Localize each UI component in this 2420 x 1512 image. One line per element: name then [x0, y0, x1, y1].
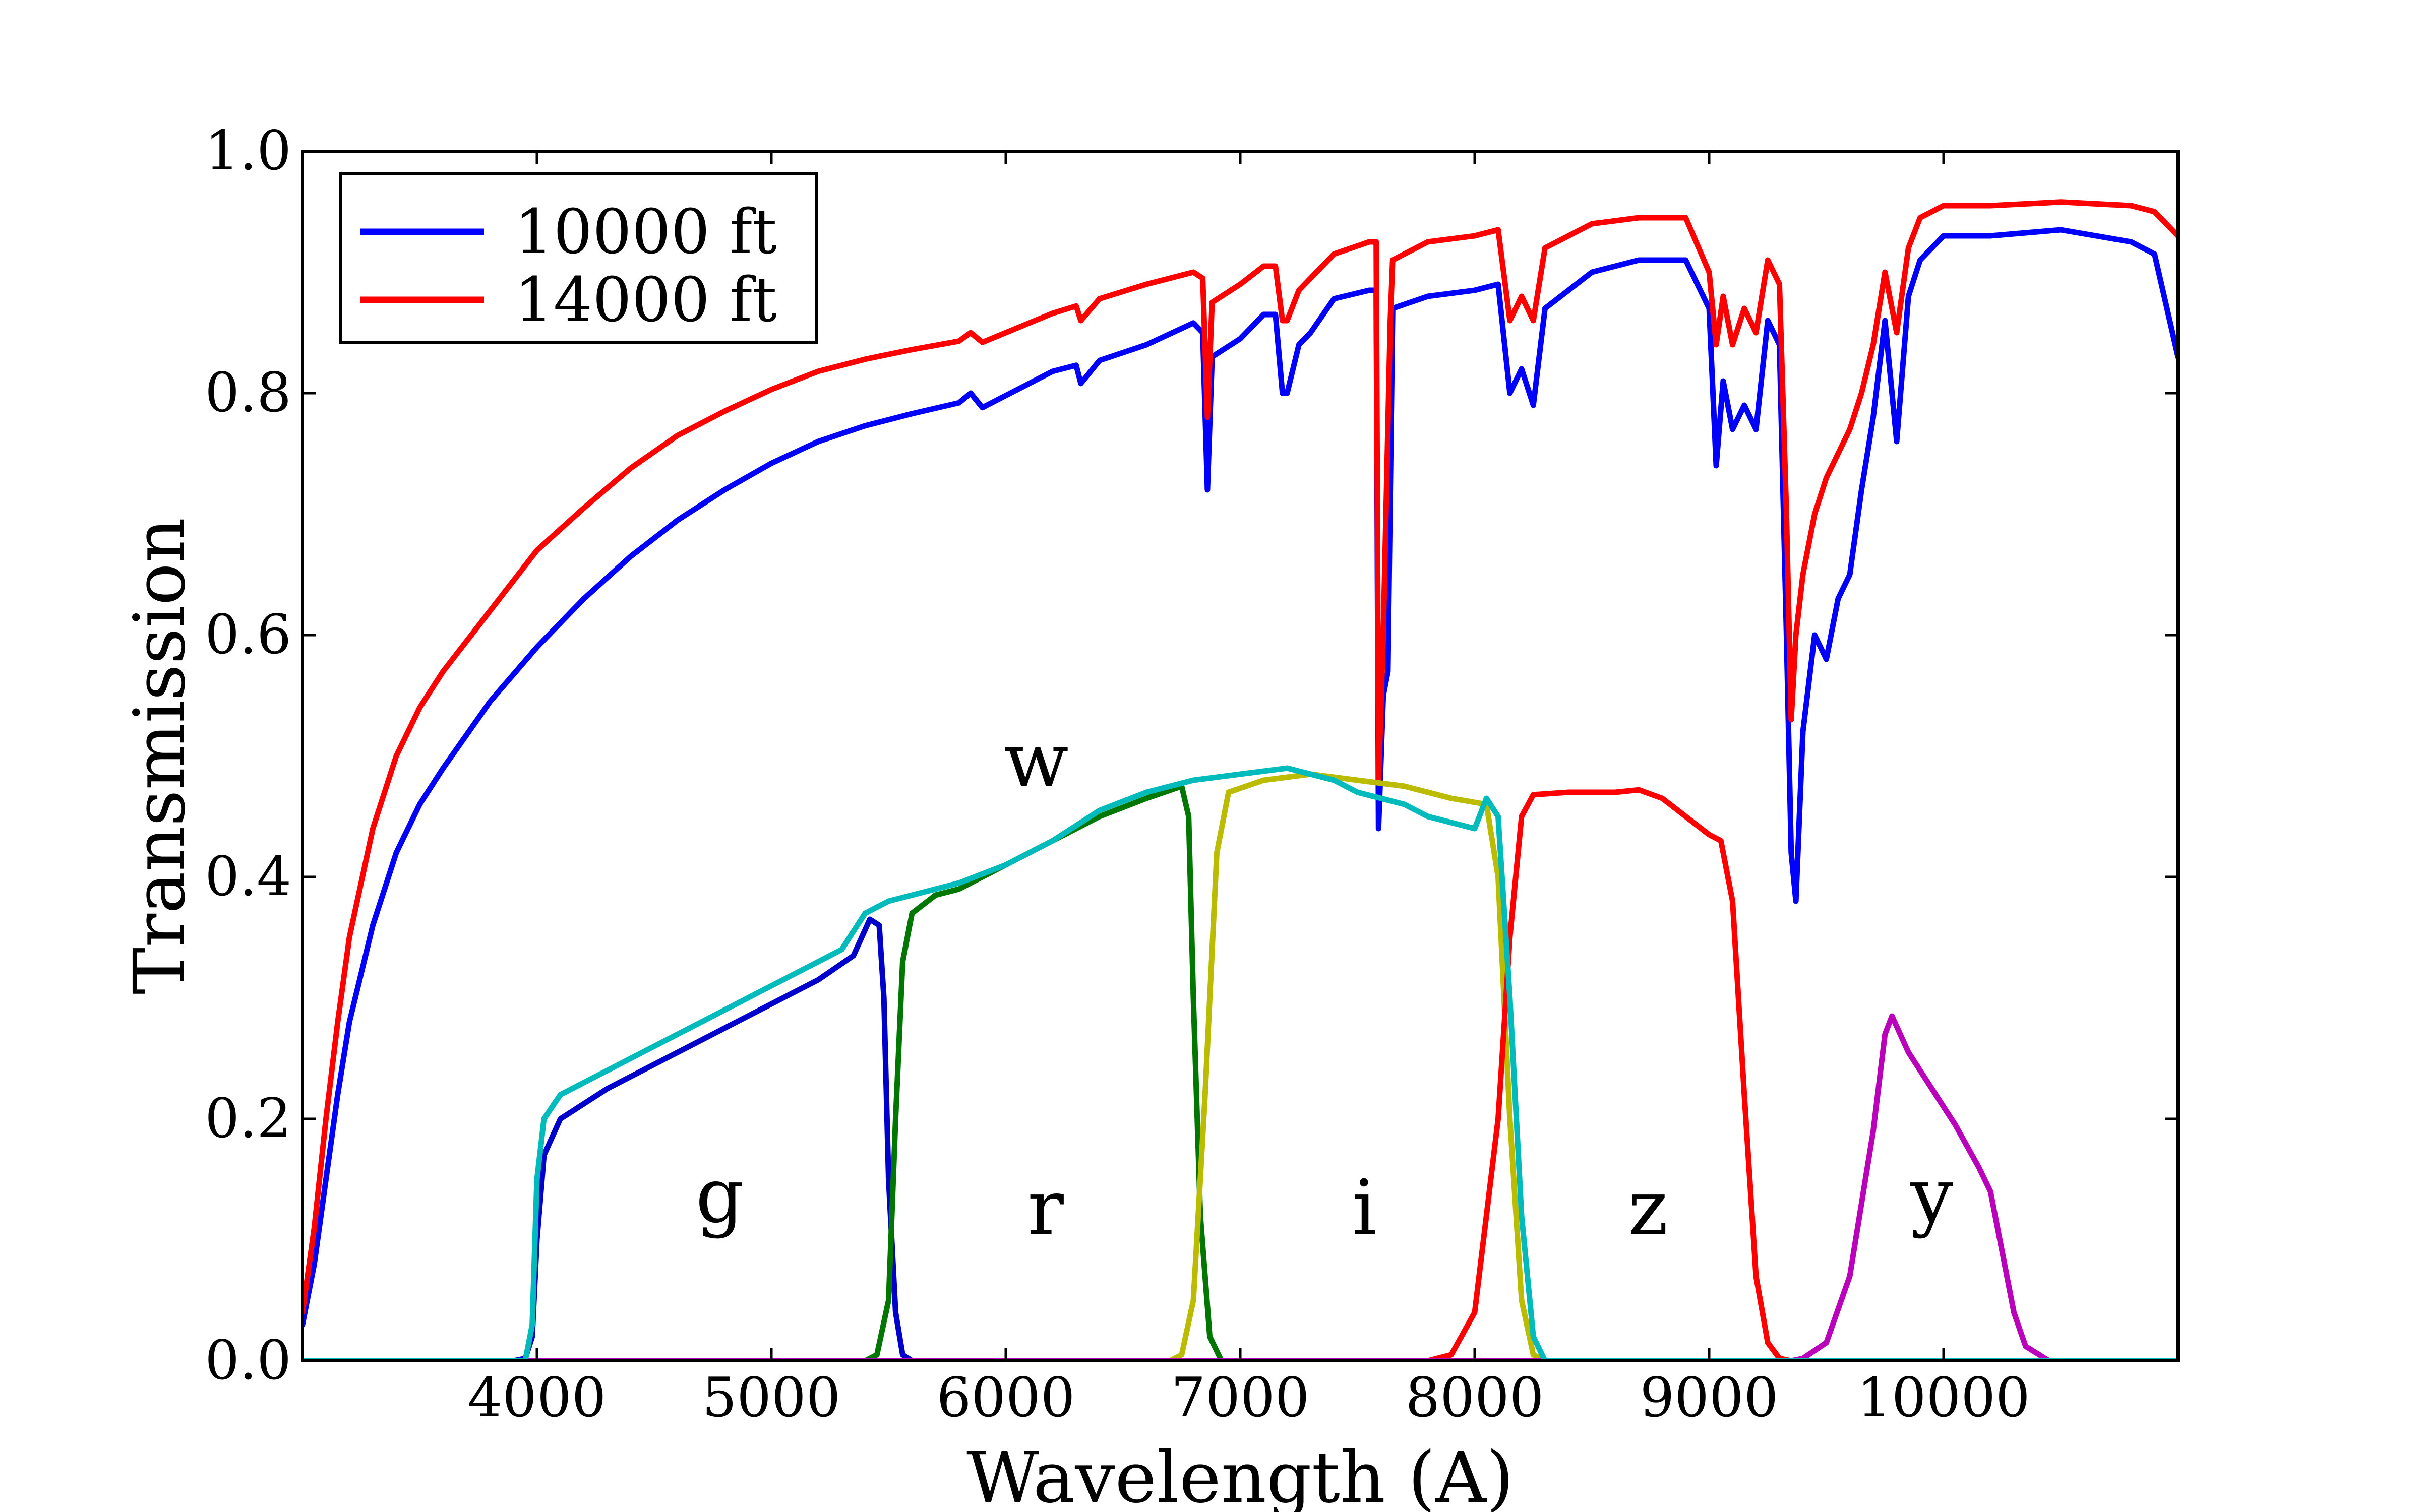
- band-label-i: i: [1352, 1164, 1376, 1252]
- y-tick-label: 0.6: [205, 603, 291, 666]
- legend-box: [339, 172, 818, 344]
- legend-label-14000-ft: 14000 ft: [514, 264, 777, 336]
- y-tick-label: 0.8: [205, 361, 291, 424]
- x-tick-label: 6000: [937, 1366, 1075, 1429]
- x-tick-label: 8000: [1406, 1366, 1544, 1429]
- series-line-14000-ft: [302, 199, 2178, 1315]
- series-line-10000-ft: [302, 227, 2178, 1328]
- x-tick-label: 7000: [1171, 1366, 1310, 1429]
- series-line-z: [302, 787, 2178, 1361]
- x-tick-label: 5000: [702, 1366, 841, 1429]
- series-line-w: [302, 765, 2178, 1361]
- band-label-y: y: [1910, 1152, 1953, 1240]
- series-line-g: [302, 916, 2178, 1361]
- axis-ticks: 4000 5000 6000 7000 8000 9000 10000 0.0 0.2 0.4 0.…: [205, 119, 2178, 1429]
- x-axis-title: Wavelength (A): [966, 1437, 1514, 1512]
- filter-band-labels: g r i z y w: [696, 717, 1954, 1252]
- series-line-i: [302, 771, 2178, 1361]
- x-tick-label: 4000: [468, 1366, 607, 1429]
- y-tick-label: 0.0: [205, 1329, 291, 1392]
- y-tick-label: 0.2: [205, 1087, 291, 1150]
- band-label-z: z: [1628, 1164, 1668, 1252]
- x-tick-label: 10000: [1857, 1366, 2030, 1429]
- band-label-r: r: [1027, 1164, 1064, 1252]
- chart-curves: [302, 199, 2178, 1361]
- y-axis-title: Transmission: [119, 518, 201, 994]
- band-label-w: w: [1004, 717, 1068, 804]
- band-label-g: g: [696, 1152, 744, 1240]
- x-tick-label: 9000: [1640, 1366, 1779, 1429]
- series-line-y: [302, 1013, 2178, 1361]
- series-line-r: [302, 783, 2178, 1361]
- legend-label-10000-ft: 10000 ft: [514, 196, 777, 268]
- y-tick-label: 1.0: [205, 119, 291, 182]
- y-tick-label: 0.4: [205, 845, 291, 908]
